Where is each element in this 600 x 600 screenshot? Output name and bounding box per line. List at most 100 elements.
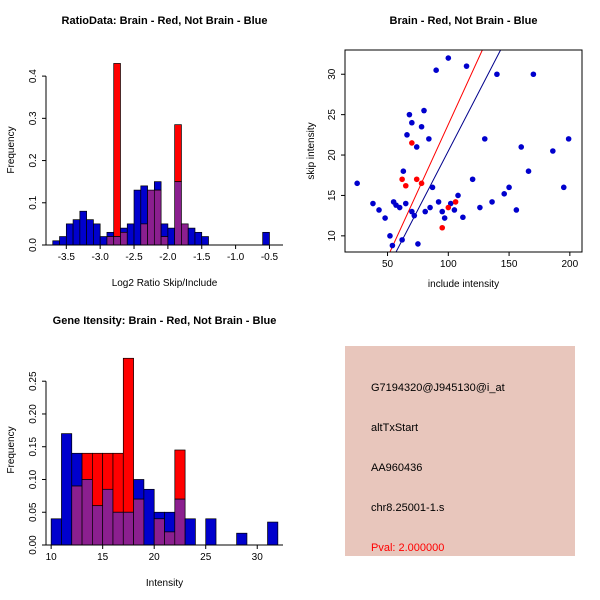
data-point-blue	[418, 123, 425, 130]
hist-bar	[194, 231, 203, 246]
not-brain-fit-line	[395, 50, 502, 252]
data-point-blue	[560, 184, 567, 191]
data-point-blue	[387, 233, 393, 239]
x-tick-label: -1.0	[227, 252, 245, 263]
hist-bar-overlap	[113, 236, 121, 246]
x-tick-label: 50	[382, 259, 394, 270]
hist-bar-overlap	[133, 498, 145, 546]
data-point-blue	[501, 191, 508, 197]
y-tick-label: 0.3	[28, 111, 39, 125]
data-point-blue	[477, 204, 483, 211]
hist-bar	[236, 532, 248, 546]
x-tick-label: 100	[440, 259, 457, 270]
data-point-blue	[506, 184, 512, 191]
y-tick-label: 0.05	[28, 502, 39, 522]
data-point-red	[399, 176, 405, 183]
hist-bar	[187, 227, 196, 246]
hist-bar	[201, 236, 209, 246]
data-point-blue	[494, 71, 500, 78]
data-point-blue	[439, 208, 446, 215]
hist-bar-overlap	[106, 236, 115, 246]
x-tick-label: -2.5	[125, 252, 143, 263]
data-point-blue	[427, 204, 433, 211]
x-tick-label: -2.0	[159, 252, 177, 263]
bars-group	[50, 357, 279, 546]
data-point-blue	[409, 208, 415, 215]
hist-bar	[102, 452, 114, 490]
hist-bar	[106, 231, 115, 237]
hist-bar	[61, 433, 73, 546]
hist-bar-overlap	[112, 511, 124, 546]
hist-bar	[79, 210, 87, 246]
hist-bar	[143, 488, 155, 546]
data-point-blue	[413, 144, 420, 150]
data-point-blue	[455, 192, 461, 199]
hist-bar	[262, 231, 270, 246]
hist-bar	[126, 223, 135, 246]
hist-bar	[59, 236, 67, 246]
plot-box	[344, 49, 583, 253]
x-tick-label: 30	[252, 552, 264, 563]
y-tick-label: 20	[327, 149, 338, 161]
data-point-blue	[399, 237, 405, 243]
data-point-blue	[429, 184, 436, 191]
x-tick-label: -0.5	[261, 252, 279, 263]
data-point-blue	[513, 207, 520, 213]
hist-bar-overlap	[120, 231, 128, 246]
hist-bar-overlap	[140, 223, 148, 246]
data-point-blue	[415, 241, 421, 247]
data-point-blue	[481, 136, 488, 142]
data-point-red	[402, 182, 409, 189]
hist-bar	[50, 518, 62, 546]
data-point-blue	[489, 199, 495, 205]
hist-bar	[86, 219, 94, 246]
chart-title: RatioData: Brain - Red, Not Brain - Blue	[62, 15, 268, 27]
hist-bar	[113, 63, 121, 237]
chart-title: Brain - Red, Not Brain - Blue	[390, 15, 538, 27]
alt-event-text: altTxStart	[371, 422, 419, 434]
data-point-blue	[433, 67, 439, 73]
hist-bar	[184, 518, 196, 546]
gene-intensity-histogram-panel: 10 15 20 25 30 0.00 0.05 0.10 0.15 0.20 0.25 Gene I…	[6, 315, 283, 589]
hist-bar	[81, 452, 93, 480]
hist-bar	[120, 227, 128, 233]
hist-bar	[93, 223, 101, 246]
x-axis-label: Log2 Ratio Skip/Include	[112, 278, 218, 289]
y-tick-label: 0.0	[28, 238, 39, 252]
data-point-blue	[402, 200, 409, 207]
hist-bar-overlap	[153, 518, 165, 546]
data-point-blue	[530, 71, 537, 78]
hist-bar	[160, 223, 169, 237]
hist-bar-overlap	[71, 485, 83, 546]
data-point-blue	[411, 212, 418, 219]
data-point-red	[439, 224, 446, 231]
data-point-blue	[406, 111, 413, 118]
hist-bar	[174, 449, 186, 500]
points-group	[354, 55, 572, 249]
y-tick-label: 0.10	[28, 469, 39, 489]
hist-bar	[133, 479, 145, 500]
data-point-blue	[376, 207, 382, 213]
hist-bar-overlap	[153, 189, 162, 246]
hist-bar	[153, 511, 165, 520]
data-point-blue	[396, 204, 403, 211]
hist-bar	[205, 518, 217, 546]
gene-info-panel: G7194320@J945130@i_at altTxStart AA96043…	[345, 346, 575, 556]
hist-bar	[92, 452, 104, 507]
data-point-blue	[400, 168, 407, 174]
hist-bar-overlap	[147, 189, 155, 246]
x-tick-label: 20	[149, 552, 161, 563]
hist-bar	[72, 219, 81, 246]
hist-bar	[71, 452, 83, 487]
data-point-red	[445, 204, 452, 211]
x-tick-label: 200	[562, 259, 579, 270]
x-tick-label: -1.5	[193, 252, 211, 263]
data-point-blue	[518, 144, 525, 150]
hist-bar	[99, 236, 108, 246]
x-axis-label: include intensity	[428, 279, 499, 290]
brain-fit-line	[389, 50, 483, 252]
hist-bar-overlap	[122, 511, 134, 546]
x-tick-label: 10	[46, 552, 58, 563]
data-point-blue	[447, 200, 454, 207]
